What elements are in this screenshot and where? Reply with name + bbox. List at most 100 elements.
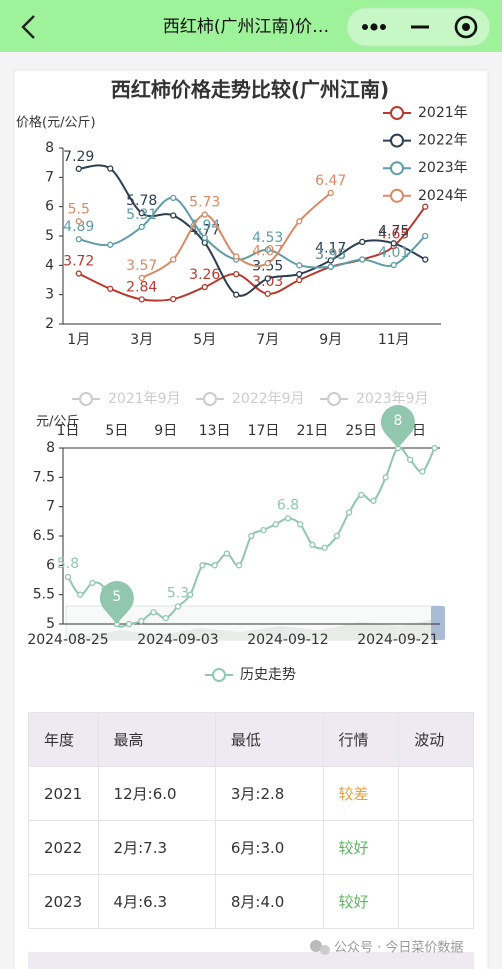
data-label: 4.17 (315, 240, 346, 256)
data-label: 5.3 (167, 585, 189, 601)
mark-point-label: 5 (112, 589, 121, 605)
point (422, 256, 429, 263)
y-tick-label: 5.5 (33, 587, 55, 603)
legend-label[interactable]: 2022年9月 (232, 391, 305, 407)
y-tick-label: 2 (45, 316, 54, 332)
data-label: 3.72 (63, 254, 94, 270)
table-cell: 3月:2.8 (214, 766, 324, 821)
data-label: 4.07 (252, 243, 283, 259)
empty-cell (398, 820, 474, 875)
back-button[interactable] (21, 15, 35, 39)
data-label: 5.5 (68, 201, 90, 217)
point (264, 260, 271, 267)
close-button[interactable] (454, 15, 478, 39)
table-cell: 2023 (28, 874, 99, 929)
x-tick-label: 2024-08-25 (27, 632, 108, 648)
point (390, 240, 397, 247)
point (235, 562, 243, 569)
point (201, 283, 208, 291)
top-x-tick-label: 13日 (199, 423, 231, 439)
mark-point (99, 581, 134, 624)
top-x-tick-label: 9日 (154, 423, 177, 439)
table-cell: 12月:6.0 (97, 766, 216, 821)
legend-label[interactable]: 2021年9月 (108, 391, 181, 407)
point (75, 236, 82, 243)
data-label: 5.8 (57, 556, 79, 572)
x-tick-label: 2024-09-03 (137, 632, 218, 648)
point (138, 223, 145, 231)
point (327, 189, 334, 197)
table-cell: 2月:7.3 (97, 820, 216, 875)
slider-handle[interactable] (431, 606, 445, 640)
y-tick-label: 4 (45, 257, 54, 273)
point (199, 562, 206, 569)
point (162, 614, 169, 622)
more-button[interactable] (362, 23, 386, 31)
legend-marker (79, 392, 93, 406)
point (138, 296, 145, 303)
legend-label[interactable]: 2023年9月 (356, 391, 429, 407)
x-tick-label: 2024-09-12 (247, 632, 328, 648)
point (75, 165, 82, 172)
table-cell: 4月:6.3 (97, 874, 216, 929)
y-tick-label: 6 (45, 199, 54, 215)
x-tick-label: 5月 (193, 332, 216, 348)
y-tick-label: 6.5 (33, 528, 55, 544)
point (296, 276, 303, 284)
x-tick-label: 3月 (130, 332, 153, 348)
point (223, 550, 231, 557)
point (150, 609, 157, 616)
point (264, 275, 271, 282)
y-tick-label: 5 (45, 228, 54, 244)
point (75, 270, 82, 277)
data-label: 4.65 (378, 226, 409, 242)
header-row: 年度 最高 最低 行情 波动 (28, 712, 474, 767)
point (309, 541, 316, 548)
column-header: 最低 (214, 712, 324, 767)
y-tick-label: 8 (45, 140, 54, 156)
legend-marker (212, 668, 226, 682)
point (264, 290, 271, 297)
point (327, 263, 334, 270)
data-label: 3.55 (252, 259, 283, 275)
point (297, 521, 304, 528)
watermark-icon (310, 940, 330, 955)
table-row: 2023 4月:6.3 8月:4.0 较好 (28, 874, 474, 929)
legend-marker (203, 392, 217, 406)
slider-shadow (66, 618, 440, 640)
point (359, 238, 366, 246)
x-tick-label: 7月 (256, 332, 279, 348)
point (264, 246, 271, 253)
point (211, 562, 218, 569)
data-label: 4.89 (63, 219, 94, 235)
minimize-button[interactable] (411, 25, 429, 29)
point (327, 257, 334, 264)
data-label: 2.84 (126, 279, 157, 295)
legend-marker (390, 133, 404, 148)
point (77, 591, 84, 598)
point (345, 509, 353, 516)
point (422, 232, 429, 240)
data-label: 4.01 (378, 245, 409, 261)
data-label: 4.53 (252, 230, 283, 246)
column-header: 波动 (398, 712, 474, 767)
empty-cell (398, 874, 474, 929)
point (248, 532, 255, 540)
column-header: 最高 (97, 712, 216, 767)
chart-title: 西红柿价格走势比较(广州江南) (111, 78, 389, 102)
data-label: 5.31 (126, 207, 157, 223)
point (233, 291, 240, 298)
legend-marker (327, 392, 341, 406)
legend-label: 2022年 (418, 133, 468, 149)
point (260, 526, 267, 534)
table-cell: 6月:3.0 (214, 820, 324, 875)
point (187, 591, 194, 598)
point (170, 212, 177, 219)
point (170, 194, 177, 202)
legend-marker (390, 161, 404, 176)
point (170, 256, 177, 263)
x-tick-label: 9月 (319, 332, 342, 348)
point (138, 617, 145, 625)
data-label: 4.75 (378, 223, 409, 239)
